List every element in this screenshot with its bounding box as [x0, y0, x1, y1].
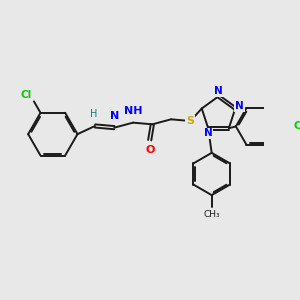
- Text: Cl: Cl: [293, 122, 300, 131]
- Text: O: O: [145, 145, 154, 154]
- Text: CH₃: CH₃: [203, 210, 220, 219]
- Text: Cl: Cl: [21, 90, 32, 100]
- Text: N: N: [204, 128, 212, 139]
- Text: H: H: [91, 109, 98, 119]
- Text: N: N: [214, 86, 223, 96]
- Text: N: N: [235, 101, 244, 111]
- Text: N: N: [110, 111, 119, 121]
- Text: NH: NH: [124, 106, 142, 116]
- Text: S: S: [186, 116, 194, 126]
